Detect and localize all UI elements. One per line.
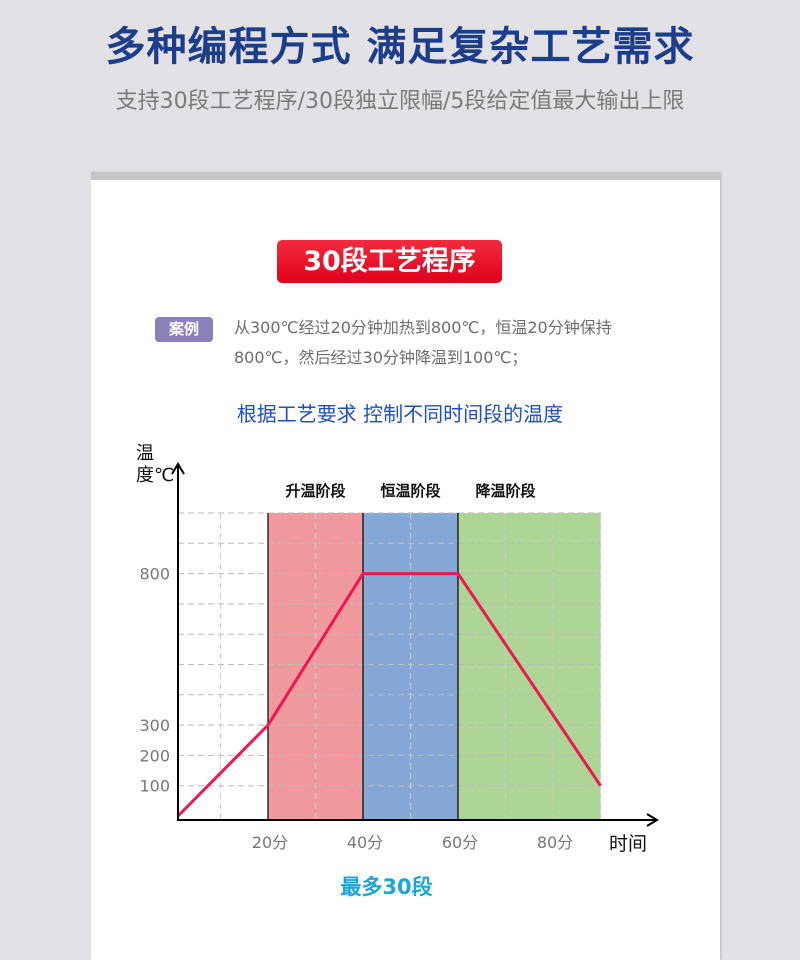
y-tick-label: 200: [139, 746, 170, 765]
case-tag: 案例: [155, 317, 213, 342]
x-tick-label: 60分: [442, 833, 478, 852]
y-axis-arrow: [171, 462, 185, 475]
phase-label: 升温阶段: [285, 482, 345, 500]
y-tick-label: 100: [139, 777, 170, 796]
x-axis-arrow: [646, 813, 659, 827]
y-tick-label: 300: [139, 716, 170, 735]
case-description: 从300℃经过20分钟加热到800℃，恒温20分钟保持800℃，然后经过30分钟…: [234, 318, 612, 367]
temperature-curve: [176, 572, 602, 818]
phase-label: 降温阶段: [475, 482, 535, 500]
phase-band-3: [458, 513, 601, 820]
page-title: 多种编程方式 满足复杂工艺需求: [105, 24, 695, 70]
chart-heading: 根据工艺要求 控制不同时间段的温度: [236, 402, 564, 426]
x-tick-label: 20分: [252, 833, 288, 852]
x-axis-label: 时间: [609, 833, 647, 855]
phase-label: 恒温阶段: [380, 482, 440, 500]
x-tick-label: 40分: [347, 833, 383, 852]
section-badge: 30段工艺程序: [277, 240, 502, 283]
max-segments-note: 最多30段: [340, 875, 433, 899]
page-subtitle: 支持30段工艺程序/30段独立限幅/5段给定值最大输出上限: [115, 89, 685, 114]
y-axis-label: 温度℃: [136, 443, 175, 486]
y-tick-label: 800: [139, 565, 170, 584]
x-tick-label: 80分: [537, 833, 573, 852]
